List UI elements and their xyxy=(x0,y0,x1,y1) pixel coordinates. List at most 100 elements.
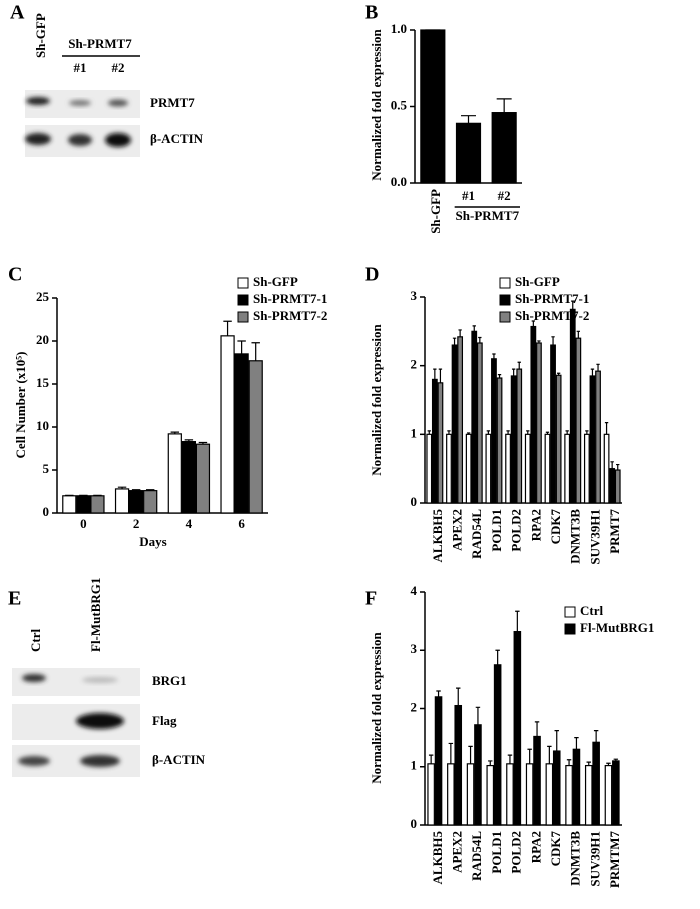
error-bar xyxy=(488,761,492,766)
bar xyxy=(576,338,581,503)
y-tick-label: 1.0 xyxy=(391,21,407,36)
bar xyxy=(235,354,248,513)
error-bar xyxy=(449,743,453,763)
error-bar xyxy=(429,755,433,764)
error-bar xyxy=(476,707,480,724)
y-axis-label: Normalized fold expression xyxy=(369,29,384,181)
x-axis-label: Days xyxy=(139,534,166,549)
legend-swatch xyxy=(500,278,510,288)
error-bar xyxy=(453,338,456,345)
bar xyxy=(427,434,432,503)
row-label: PRMT7 xyxy=(150,95,195,110)
y-tick-label: 1 xyxy=(411,425,418,440)
bar xyxy=(517,369,522,503)
error-bar xyxy=(616,465,619,470)
error-bar xyxy=(518,362,521,369)
bar xyxy=(467,764,473,825)
error-bar xyxy=(515,611,519,631)
x-tick-label: 0 xyxy=(80,516,87,531)
bar xyxy=(448,764,454,825)
legend-swatch xyxy=(565,624,575,634)
error-bar xyxy=(439,369,442,383)
blot-band xyxy=(105,133,131,147)
bar xyxy=(144,491,157,513)
blot-background xyxy=(12,668,140,696)
bar xyxy=(590,376,595,503)
bar xyxy=(565,434,570,503)
panel-label: B xyxy=(365,2,378,24)
panel-label: F xyxy=(365,588,377,610)
panel-label: A xyxy=(10,2,25,24)
error-bar xyxy=(535,722,539,737)
x-tick-label: RPA2 xyxy=(528,509,543,541)
panel-label: E xyxy=(8,588,21,610)
error-bar xyxy=(591,369,594,376)
bar xyxy=(566,766,572,825)
y-axis-label: Normalized fold expression xyxy=(369,632,384,784)
x-tick-label: APEX2 xyxy=(450,831,465,873)
legend-swatch xyxy=(238,312,248,322)
bar xyxy=(428,764,434,825)
y-tick-label: 20 xyxy=(36,332,49,347)
x-tick-label: PRMT7 xyxy=(607,509,622,554)
lane-label: Ctrl xyxy=(28,629,43,652)
error-bar xyxy=(512,369,515,376)
bar xyxy=(514,632,520,825)
bar xyxy=(604,434,609,503)
bar xyxy=(545,434,550,503)
bar xyxy=(551,345,556,503)
x-tick-label: DNMT3B xyxy=(568,831,583,886)
error-bar xyxy=(527,749,531,764)
group-label: Sh-PRMT7 xyxy=(456,208,520,223)
y-tick-label: 0.5 xyxy=(391,97,408,112)
y-axis-label: Normalized fold expression xyxy=(369,324,384,476)
row-label: β-ACTIN xyxy=(150,131,204,146)
blot-band xyxy=(82,677,118,683)
bar xyxy=(221,336,234,513)
bar xyxy=(554,751,560,825)
bar xyxy=(196,444,209,513)
bar xyxy=(168,434,181,513)
bar xyxy=(421,30,445,183)
x-tick-label: SUV39H1 xyxy=(587,509,602,565)
bar xyxy=(605,766,611,825)
error-bar xyxy=(473,326,476,331)
panel-label: C xyxy=(8,264,22,286)
bar xyxy=(472,331,477,503)
legend-label: Ctrl xyxy=(580,603,603,618)
x-tick-label: APEX2 xyxy=(450,509,465,551)
bar xyxy=(556,375,561,503)
x-tick-label: PRMTM7 xyxy=(607,831,622,889)
blot-band xyxy=(68,134,92,146)
x-tick-label: 2 xyxy=(133,516,140,531)
error-bar xyxy=(596,364,599,371)
bar xyxy=(570,309,575,503)
bar xyxy=(475,725,481,825)
error-bar xyxy=(577,331,580,338)
blot-band xyxy=(26,97,50,105)
row-label: Flag xyxy=(152,713,177,728)
bar xyxy=(457,123,481,183)
blot-band xyxy=(22,674,46,682)
x-tick-label: POLD2 xyxy=(509,831,524,874)
y-tick-label: 4 xyxy=(411,583,418,598)
x-tick-label: CDK7 xyxy=(548,509,563,545)
bar xyxy=(526,764,532,825)
bar xyxy=(435,697,441,825)
bar xyxy=(492,113,516,183)
legend-label: Sh-PRMT7-2 xyxy=(515,308,589,323)
y-tick-label: 5 xyxy=(43,461,50,476)
error-bar xyxy=(547,746,551,763)
row-label: β-ACTIN xyxy=(152,752,206,767)
lane-label: Fl-MutBRG1 xyxy=(88,578,103,652)
y-tick-label: 2 xyxy=(411,699,418,714)
x-tick-label: 6 xyxy=(238,516,245,531)
y-tick-label: 0.0 xyxy=(391,174,407,189)
error-bar xyxy=(610,462,613,469)
blot-band xyxy=(108,100,128,107)
lane-label: #1 xyxy=(74,60,87,75)
bar xyxy=(507,764,513,825)
bar xyxy=(487,766,493,825)
error-bar xyxy=(497,99,512,113)
error-bar xyxy=(237,341,245,354)
